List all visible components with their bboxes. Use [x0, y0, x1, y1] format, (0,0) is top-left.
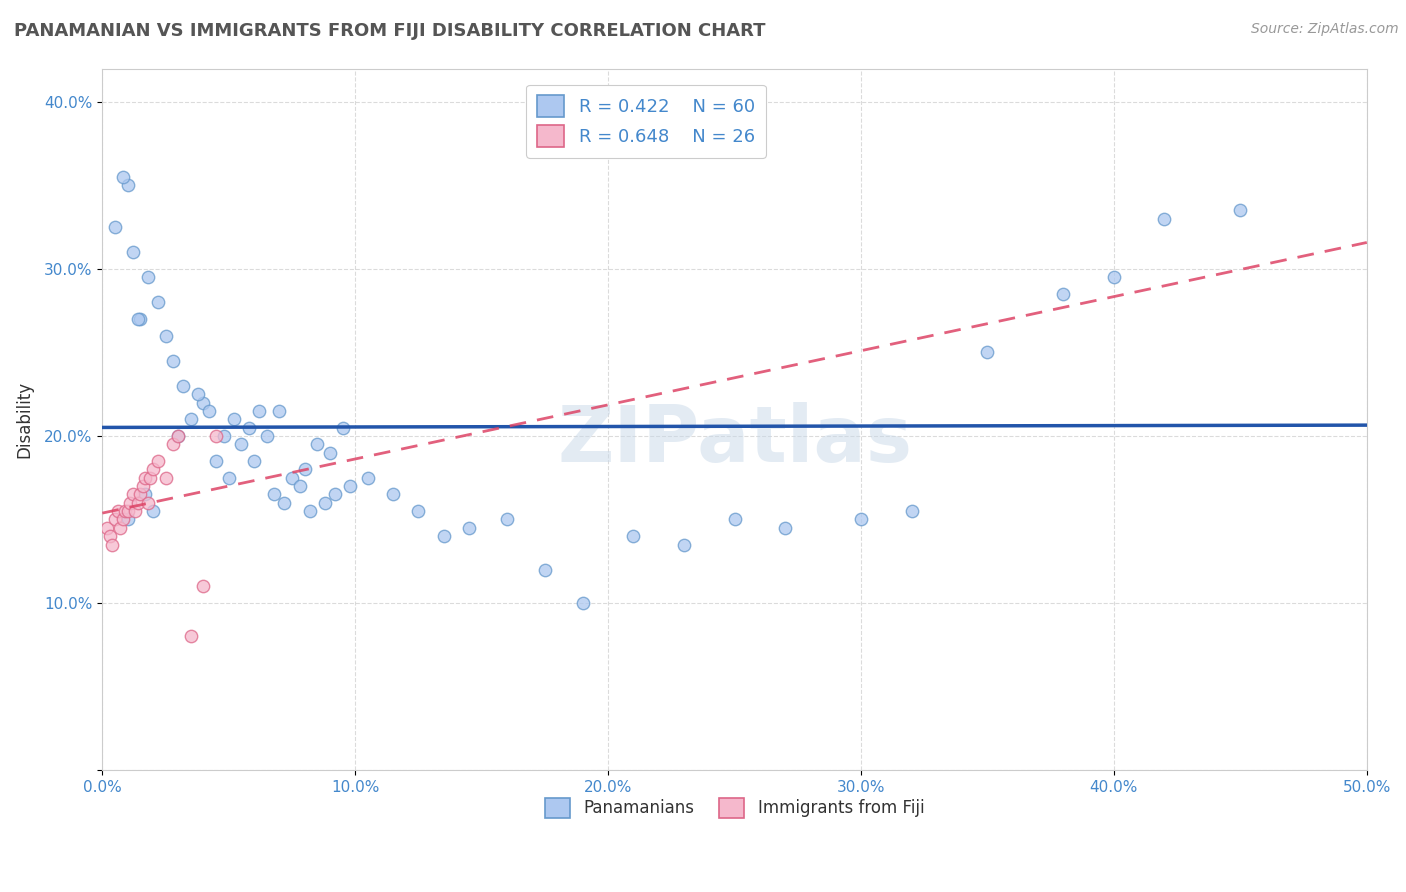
Point	[307, 437, 329, 451]
Point	[167, 429, 190, 443]
Point	[136, 270, 159, 285]
Point	[129, 312, 152, 326]
Point	[339, 479, 361, 493]
Point	[319, 445, 342, 459]
Point	[288, 479, 311, 493]
Y-axis label: Disability: Disability	[15, 381, 32, 458]
Point	[623, 529, 645, 543]
Point	[180, 629, 202, 643]
Point	[263, 487, 285, 501]
Point	[976, 345, 998, 359]
Point	[111, 512, 134, 526]
Point	[572, 596, 595, 610]
Point	[1229, 203, 1251, 218]
Point	[129, 487, 152, 501]
Point	[433, 529, 456, 543]
Point	[1153, 211, 1175, 226]
Point	[139, 471, 162, 485]
Point	[231, 437, 253, 451]
Point	[107, 504, 129, 518]
Point	[193, 395, 215, 409]
Point	[294, 462, 316, 476]
Point	[146, 454, 169, 468]
Point	[146, 295, 169, 310]
Point	[104, 512, 127, 526]
Point	[298, 504, 321, 518]
Point	[117, 512, 139, 526]
Point	[314, 496, 336, 510]
Point	[205, 454, 228, 468]
Point	[212, 429, 235, 443]
Point	[900, 504, 922, 518]
Point	[218, 471, 240, 485]
Point	[534, 563, 557, 577]
Point	[458, 521, 481, 535]
Point	[496, 512, 519, 526]
Point	[1052, 287, 1074, 301]
Point	[273, 496, 295, 510]
Point	[243, 454, 266, 468]
Legend: Panamanians, Immigrants from Fiji: Panamanians, Immigrants from Fiji	[538, 791, 931, 825]
Point	[247, 404, 270, 418]
Text: ZIPatlas: ZIPatlas	[557, 402, 912, 478]
Point	[162, 353, 184, 368]
Point	[222, 412, 245, 426]
Point	[849, 512, 872, 526]
Point	[162, 437, 184, 451]
Point	[172, 379, 194, 393]
Point	[121, 245, 143, 260]
Point	[281, 471, 304, 485]
Point	[723, 512, 745, 526]
Point	[155, 328, 177, 343]
Point	[101, 537, 124, 551]
Point	[180, 412, 202, 426]
Point	[238, 420, 260, 434]
Point	[773, 521, 796, 535]
Point	[142, 504, 165, 518]
Point	[1102, 270, 1125, 285]
Point	[256, 429, 278, 443]
Point	[134, 487, 156, 501]
Point	[127, 312, 149, 326]
Point	[117, 178, 139, 193]
Point	[96, 521, 118, 535]
Point	[132, 479, 155, 493]
Point	[98, 529, 121, 543]
Text: PANAMANIAN VS IMMIGRANTS FROM FIJI DISABILITY CORRELATION CHART: PANAMANIAN VS IMMIGRANTS FROM FIJI DISAB…	[14, 22, 765, 40]
Point	[104, 220, 127, 235]
Text: Source: ZipAtlas.com: Source: ZipAtlas.com	[1251, 22, 1399, 37]
Point	[114, 504, 136, 518]
Point	[197, 404, 219, 418]
Point	[111, 170, 134, 185]
Point	[108, 521, 131, 535]
Point	[117, 504, 139, 518]
Point	[408, 504, 430, 518]
Point	[672, 537, 695, 551]
Point	[134, 471, 156, 485]
Point	[323, 487, 346, 501]
Point	[124, 504, 146, 518]
Point	[193, 579, 215, 593]
Point	[382, 487, 405, 501]
Point	[332, 420, 354, 434]
Point	[136, 496, 159, 510]
Point	[127, 496, 149, 510]
Point	[155, 471, 177, 485]
Point	[167, 429, 190, 443]
Point	[269, 404, 291, 418]
Point	[205, 429, 228, 443]
Point	[121, 487, 143, 501]
Point	[120, 496, 142, 510]
Point	[357, 471, 380, 485]
Point	[142, 462, 165, 476]
Point	[187, 387, 209, 401]
